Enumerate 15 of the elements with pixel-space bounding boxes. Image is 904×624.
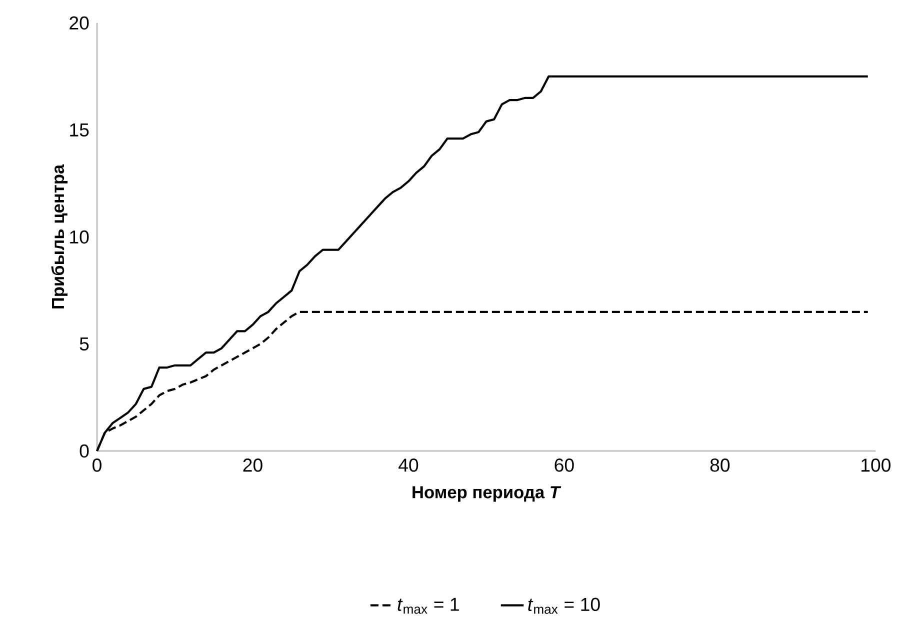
legend-label: t$_{max}$ = 1: [398, 598, 459, 614]
x-tick-label: 100: [862, 458, 891, 472]
y-tick-label: 20: [70, 16, 89, 30]
y-tick-label: 5: [80, 337, 89, 351]
y-tick-label: 0: [80, 444, 89, 458]
x-tick-label: 60: [554, 458, 574, 472]
x-axis-title: Номер периода T: [412, 486, 562, 502]
legend-label: t$_{max}$ = 10: [528, 598, 600, 614]
y-tick-label: 15: [70, 123, 89, 137]
x-tick-label: 0: [92, 458, 102, 472]
x-tick-label: 40: [398, 458, 418, 472]
y-tick-label: 10: [70, 230, 89, 244]
y-axis-title: Прибыль центра: [51, 164, 68, 308]
x-tick-label: 80: [710, 458, 730, 472]
x-tick-label: 20: [243, 458, 262, 472]
